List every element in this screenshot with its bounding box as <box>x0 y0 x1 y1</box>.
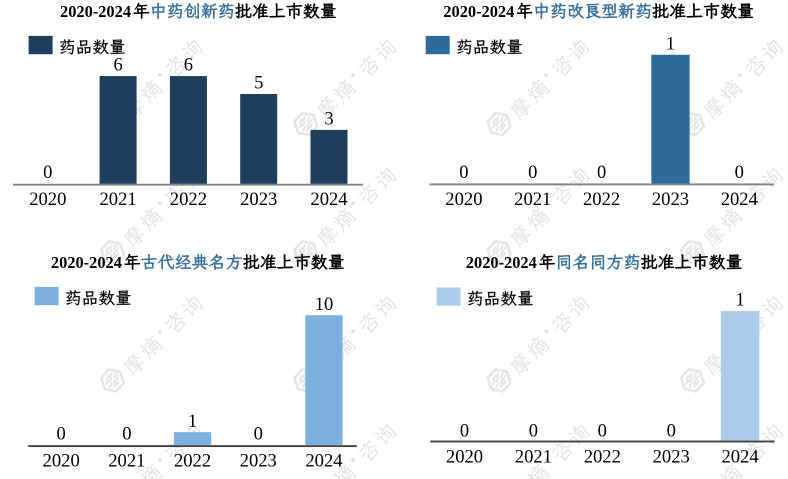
svg-text:0: 0 <box>460 421 469 441</box>
svg-text:2022: 2022 <box>170 189 207 210</box>
svg-text:2023: 2023 <box>240 189 277 210</box>
svg-text:2024: 2024 <box>722 446 759 467</box>
svg-text:0: 0 <box>122 425 131 445</box>
svg-text:6: 6 <box>113 56 122 76</box>
svg-text:0: 0 <box>57 425 66 445</box>
svg-text:0: 0 <box>598 421 607 441</box>
svg-text:2020: 2020 <box>43 450 80 471</box>
svg-text:0: 0 <box>43 163 52 183</box>
svg-text:2022: 2022 <box>583 189 620 210</box>
svg-text:2022: 2022 <box>584 446 621 467</box>
svg-text:2020: 2020 <box>445 189 482 210</box>
svg-text:0: 0 <box>254 425 263 445</box>
svg-text:2021: 2021 <box>100 189 137 210</box>
svg-text:2022: 2022 <box>174 450 211 471</box>
svg-text:2021: 2021 <box>108 450 145 471</box>
svg-text:6: 6 <box>184 56 193 76</box>
svg-text:10: 10 <box>315 295 334 315</box>
svg-text:2024: 2024 <box>305 450 342 471</box>
svg-text:0: 0 <box>529 421 538 441</box>
svg-text:2020-2024: 2020-2024 <box>466 253 537 272</box>
svg-text:3: 3 <box>324 110 333 130</box>
svg-text:2021: 2021 <box>515 446 552 467</box>
svg-text:2020-2024: 2020-2024 <box>443 2 514 21</box>
svg-text:0: 0 <box>459 163 468 183</box>
svg-text:0: 0 <box>528 163 537 183</box>
svg-text:2023: 2023 <box>240 450 277 471</box>
svg-text:0: 0 <box>667 421 676 441</box>
svg-text:1: 1 <box>188 412 197 432</box>
svg-text:2020: 2020 <box>29 189 66 210</box>
svg-text:2023: 2023 <box>652 189 689 210</box>
svg-text:1: 1 <box>666 34 675 54</box>
svg-text:2024: 2024 <box>721 189 758 210</box>
svg-text:1: 1 <box>735 291 744 311</box>
svg-text:2024: 2024 <box>310 189 347 210</box>
svg-text:2020-2024: 2020-2024 <box>51 253 122 272</box>
svg-text:0: 0 <box>735 163 744 183</box>
svg-text:2020-2024: 2020-2024 <box>60 2 131 21</box>
svg-text:2023: 2023 <box>653 446 690 467</box>
svg-text:2020: 2020 <box>446 446 483 467</box>
svg-text:5: 5 <box>254 74 263 94</box>
svg-text:0: 0 <box>597 163 606 183</box>
svg-text:2021: 2021 <box>514 189 551 210</box>
